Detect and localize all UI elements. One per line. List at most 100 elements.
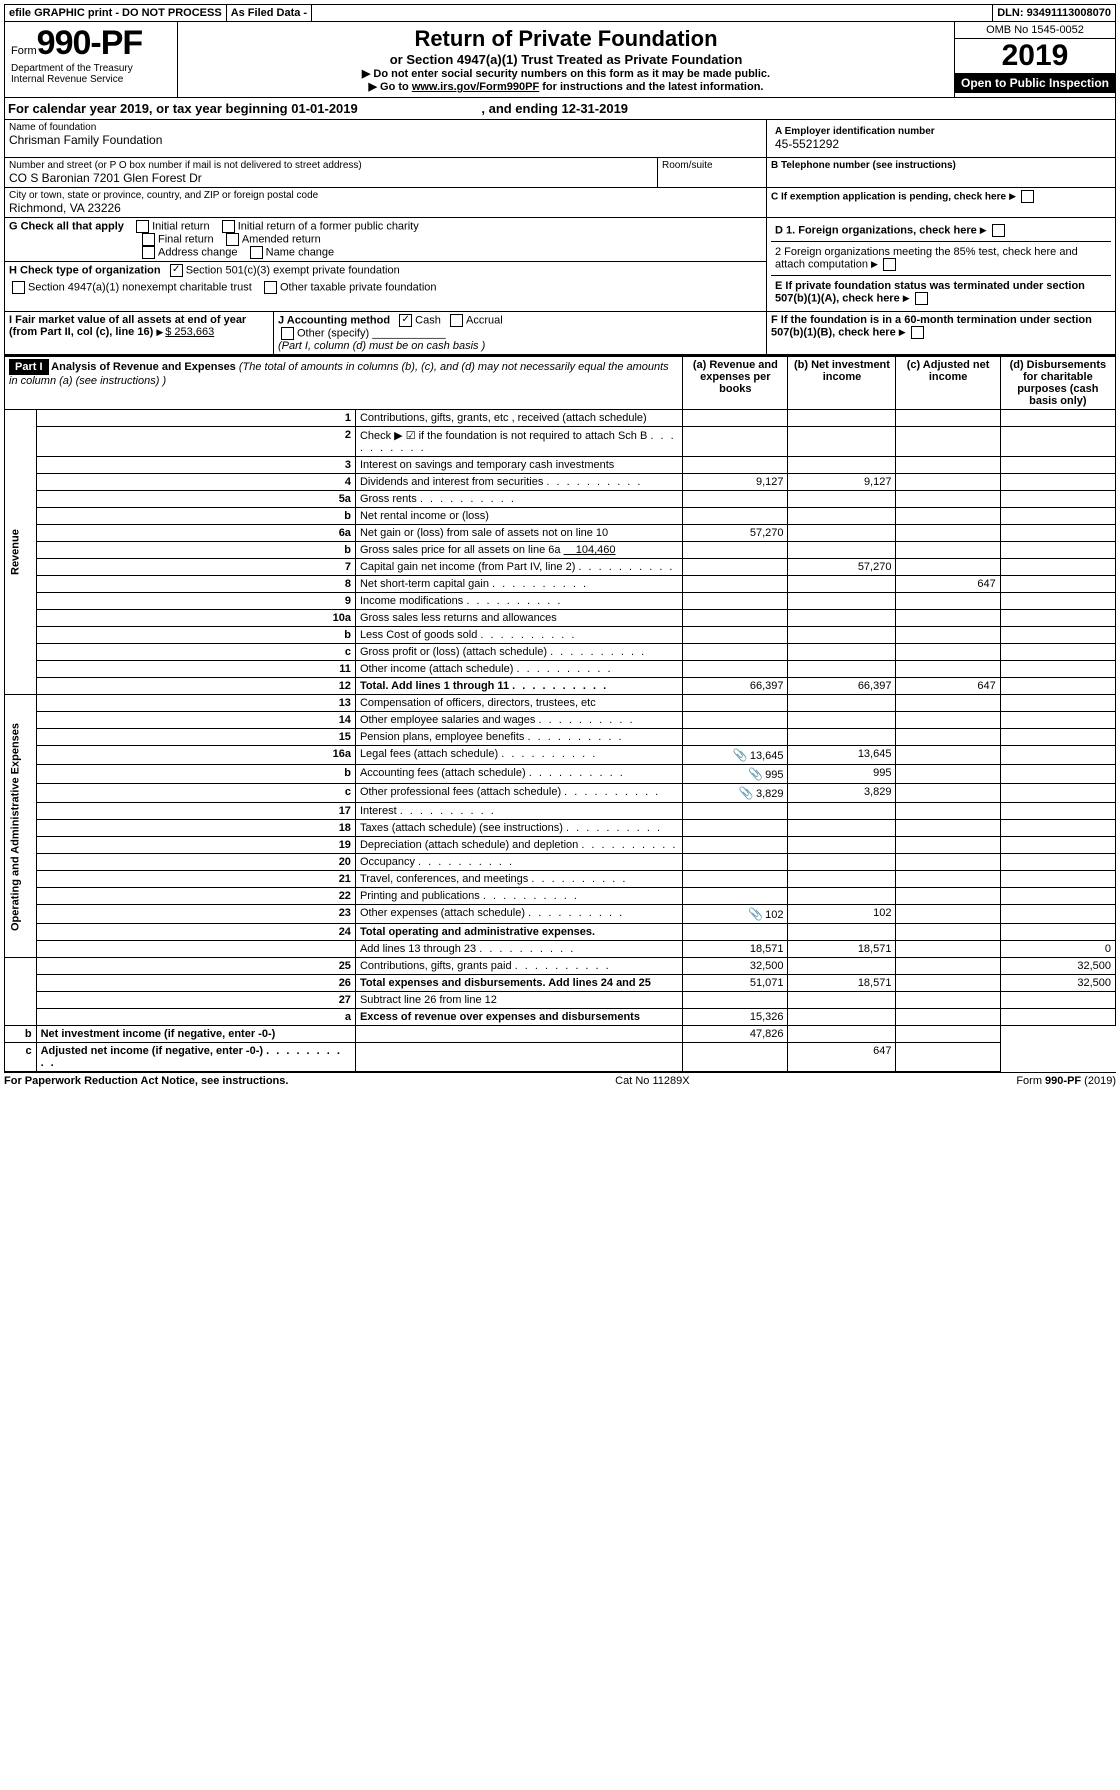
col-a-value [683,712,788,729]
line-desc: Printing and publications [355,888,682,905]
col-a-value [683,803,788,820]
d1-checkbox[interactable] [992,224,1005,237]
col-b-value: 3,829 [788,784,896,803]
c-checkbox[interactable] [1021,190,1034,203]
line-desc: Total operating and administrative expen… [355,924,682,941]
line-number: 1 [36,410,355,427]
col-d-value [1000,610,1115,627]
col-b-value [788,695,896,712]
col-b-value: 13,645 [788,746,896,765]
d2-checkbox[interactable] [883,258,896,271]
f-checkbox[interactable] [911,326,924,339]
col-b-value: 18,571 [788,975,896,992]
col-c-value [896,803,1000,820]
irs-label: Internal Revenue Service [11,74,171,85]
col-c-value [896,1009,1000,1026]
line-desc: Occupancy [355,854,682,871]
col-a-value: 32,500 [683,958,788,975]
col-c-value [896,542,1000,559]
attachment-icon[interactable]: 📎 [748,767,762,779]
col-a-value: 📎 13,645 [683,746,788,765]
top-bar: efile GRAPHIC print - DO NOT PROCESS As … [4,4,1116,22]
line-number: 15 [36,729,355,746]
col-b-value [788,525,896,542]
col-c-value [896,854,1000,871]
form-subtitle: or Section 4947(a)(1) Trust Treated as P… [182,52,950,67]
col-a-value [683,427,788,457]
col-b-value: 57,270 [788,559,896,576]
col-a-value: 📎 3,829 [683,784,788,803]
g-final-checkbox[interactable] [142,233,155,246]
d2-label: 2 Foreign organizations meeting the 85% … [775,246,1078,270]
e-checkbox[interactable] [915,292,928,305]
g-initial-checkbox[interactable] [136,220,149,233]
col-c-value [896,924,1000,941]
col-a-value [683,593,788,610]
c-label: C If exemption application is pending, c… [771,191,1006,202]
col-d-value [1000,746,1115,765]
col-b-value [788,508,896,525]
j-other-checkbox[interactable] [281,327,294,340]
attachment-icon[interactable]: 📎 [739,786,753,798]
line-number: b [36,542,355,559]
line-number: 13 [36,695,355,712]
col-d-value [1000,491,1115,508]
h-4947-checkbox[interactable] [12,281,25,294]
line-desc: Contributions, gifts, grants paid [355,958,682,975]
line-number: 19 [36,837,355,854]
attachment-icon[interactable]: 📎 [733,748,747,760]
col-b-value [788,610,896,627]
col-c-value [896,746,1000,765]
col-d-value [1000,427,1115,457]
attachment-icon[interactable]: 📎 [748,907,762,919]
col-a-value [683,410,788,427]
col-b-value [788,854,896,871]
col-d-value [1000,854,1115,871]
col-c-value: 647 [788,1043,896,1072]
col-b-value: 102 [788,905,896,924]
col-d-value [1000,712,1115,729]
table-row: Add lines 13 through 23 18,57118,5710 [5,941,1116,958]
col-b-value [788,457,896,474]
line-number: c [5,1043,37,1072]
col-d-value [1000,695,1115,712]
line-number: c [36,784,355,803]
col-b-value [788,803,896,820]
g-initial-former-checkbox[interactable] [222,220,235,233]
irs-link[interactable]: www.irs.gov/Form990PF [412,81,539,93]
table-row: 16aLegal fees (attach schedule) 📎 13,645… [5,746,1116,765]
line-desc: Gross sales less returns and allowances [355,610,682,627]
col-b-value [788,427,896,457]
g-amended-checkbox[interactable] [226,233,239,246]
line-desc: Income modifications [355,593,682,610]
g-addr-checkbox[interactable] [142,246,155,259]
col-d-value [1000,871,1115,888]
line-desc: Dividends and interest from securities [355,474,682,491]
col-a-value [683,457,788,474]
line-number: 23 [36,905,355,924]
g-name-checkbox[interactable] [250,246,263,259]
col-c-value [896,958,1000,975]
col-c-value [788,1026,896,1043]
col-a-value: 57,270 [683,525,788,542]
line-number: 25 [36,958,355,975]
col-b-value [788,410,896,427]
city-label: City or town, state or province, country… [9,190,762,201]
h-other-checkbox[interactable] [264,281,277,294]
addr-label: Number and street (or P O box number if … [9,160,653,171]
j-accrual-checkbox[interactable] [450,314,463,327]
dln: DLN: 93491113008070 [993,5,1115,21]
table-row: cAdjusted net income (if negative, enter… [5,1043,1116,1072]
col-b-value [788,837,896,854]
col-b-value [683,1043,788,1072]
i-amount: $ 253,663 [165,326,214,338]
line-desc: Other expenses (attach schedule) [355,905,682,924]
j-cash-checkbox[interactable]: ✓ [399,314,412,327]
col-a-value [355,1043,682,1072]
h-501-checkbox[interactable]: ✓ [170,264,183,277]
line-number: 24 [36,924,355,941]
table-row: 24Total operating and administrative exp… [5,924,1116,941]
line-number: 7 [36,559,355,576]
table-row: 5aGross rents [5,491,1116,508]
col-c-value [896,610,1000,627]
